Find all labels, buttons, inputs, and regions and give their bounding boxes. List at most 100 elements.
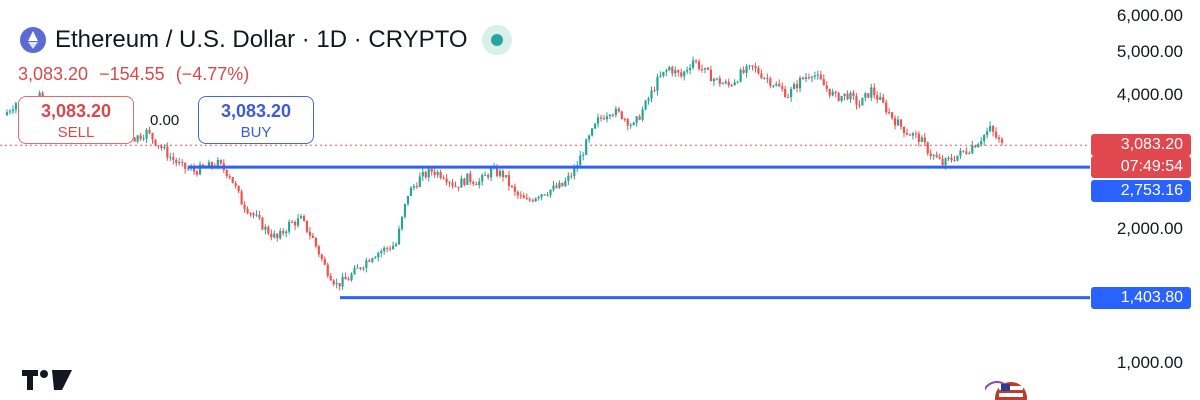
candle-body (947, 157, 950, 159)
candle-body (430, 168, 433, 172)
candle-body (573, 168, 576, 177)
candle-body (314, 237, 317, 247)
candle-body (445, 178, 448, 183)
candle-body (745, 66, 748, 73)
candle-body (635, 116, 638, 123)
ethereum-icon (20, 27, 46, 53)
candle-body (424, 171, 427, 178)
candle-body (891, 112, 894, 119)
candle-body (923, 137, 926, 143)
price-axis-label: 6,000.00 (1116, 6, 1183, 26)
tradingview-logo-icon[interactable] (22, 368, 72, 392)
candle-body (742, 69, 745, 73)
candle-body (555, 185, 558, 188)
candle-body (415, 186, 418, 188)
candle-body (528, 199, 531, 201)
candle-body (974, 145, 977, 148)
candle-body (478, 181, 481, 186)
candle-body (439, 171, 442, 178)
candle-body (490, 168, 493, 178)
candle-body (718, 78, 721, 85)
candle-body (617, 108, 620, 112)
candle-body (959, 150, 962, 156)
candle-body (552, 185, 555, 190)
candle-body (457, 186, 460, 188)
candle-body (567, 175, 570, 181)
candle-body (519, 195, 522, 197)
candle-body (237, 185, 240, 192)
candle-body (347, 279, 350, 281)
candle-body (686, 69, 689, 72)
quote-line: 3,083.20 −154.55 (−4.77%) (18, 64, 255, 85)
candle-body (234, 183, 237, 186)
candle-body (14, 103, 17, 110)
candle-body (941, 158, 944, 166)
sell-button[interactable]: 3,083.20 SELL (18, 96, 134, 144)
buy-button[interactable]: 3,083.20 BUY (198, 96, 314, 144)
candle-body (644, 100, 647, 110)
candle-body (454, 185, 457, 187)
candle-body (757, 68, 760, 74)
candle-body (665, 70, 668, 72)
candle-body (944, 158, 947, 166)
candle-body (296, 218, 300, 226)
symbol-header[interactable]: Ethereum / U.S. Dollar · 1D · CRYPTO (20, 25, 512, 55)
candle-body (647, 98, 650, 101)
candle-body (620, 111, 623, 119)
candle-body (252, 213, 255, 216)
candle-body (469, 173, 472, 182)
candle-body (929, 153, 932, 157)
candle-body (754, 66, 757, 69)
candle-body (840, 95, 843, 101)
candle-body (739, 69, 742, 82)
candle-body (178, 162, 181, 164)
candle-body (885, 102, 888, 113)
price-axis-label: 1,000.00 (1116, 353, 1183, 373)
candle-body (501, 170, 505, 178)
candle-body (293, 222, 297, 226)
candle-body (495, 167, 499, 176)
candle-body (769, 78, 772, 86)
candle-body (914, 133, 917, 135)
candle-body (504, 175, 508, 178)
bar-countdown-tag: 07:49:54 (1091, 156, 1191, 179)
candle-body (460, 178, 463, 188)
us-flag-icon[interactable] (985, 376, 1033, 400)
candle-body (846, 93, 849, 100)
candle-body (680, 72, 683, 77)
candle-body (579, 155, 582, 166)
candle-body (582, 154, 585, 156)
sell-price: 3,083.20 (40, 101, 112, 121)
candle-body (270, 233, 273, 238)
candle-body (932, 155, 935, 157)
candle-body (691, 60, 695, 68)
candle-body (917, 133, 920, 142)
candle-body (662, 71, 665, 76)
candle-body (694, 60, 698, 62)
candle-body (267, 226, 270, 234)
candle-body (549, 189, 552, 195)
candle-body (843, 93, 846, 96)
candle-body (983, 135, 986, 142)
candle-body (210, 162, 214, 167)
candle-body (231, 176, 234, 184)
candle-body (11, 109, 15, 112)
candle-body (261, 217, 264, 230)
candle-body (362, 267, 365, 269)
candle-body (258, 214, 261, 218)
candle-body (861, 97, 864, 106)
candle-body (819, 74, 822, 80)
candle-body (659, 75, 662, 77)
candle-body (192, 167, 196, 172)
candle-body (831, 91, 834, 96)
market-status-icon[interactable] (481, 25, 512, 55)
candle-body (195, 171, 199, 175)
candle-body (989, 126, 992, 132)
candle-body (882, 97, 885, 103)
candle-body (543, 194, 546, 196)
candle-body (855, 95, 858, 105)
candle-body (804, 77, 808, 80)
candle-body (371, 258, 374, 262)
candle-body (498, 170, 502, 176)
